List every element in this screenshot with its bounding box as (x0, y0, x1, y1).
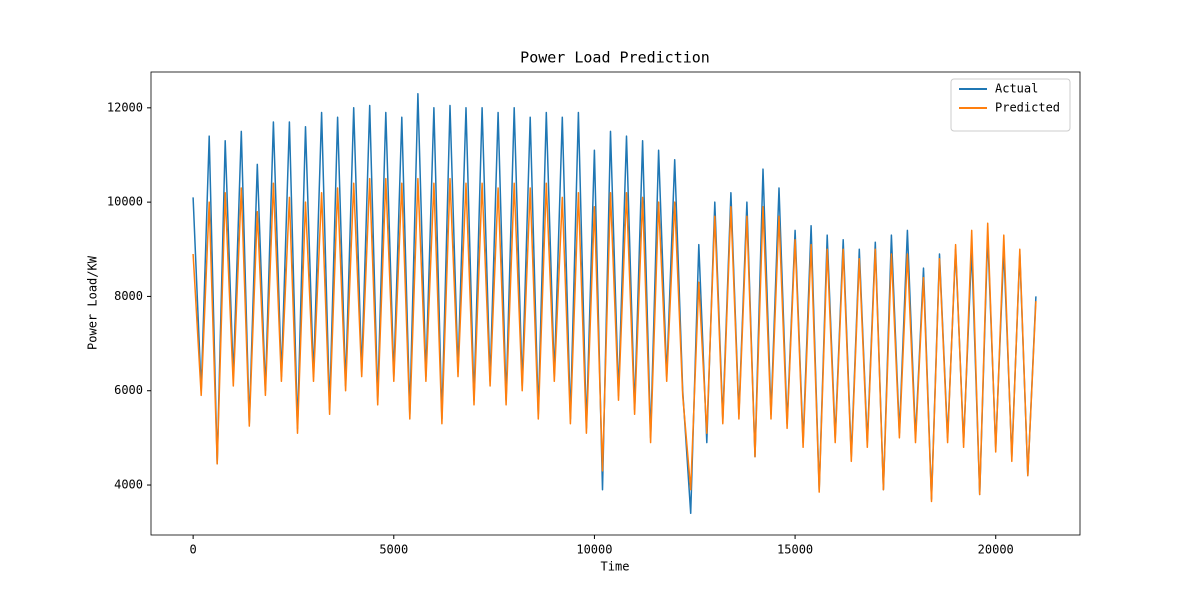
x-tick-label: 20000 (978, 543, 1014, 557)
x-tick-label: 5000 (379, 543, 408, 557)
y-tick-label: 8000 (114, 289, 143, 303)
y-tick-label: 6000 (114, 383, 143, 397)
chart-title: Power Load Prediction (520, 49, 710, 67)
y-axis-label: Power Load/KW (86, 255, 100, 350)
y-tick-label: 4000 (114, 478, 143, 492)
y-tick-label: 10000 (107, 195, 143, 209)
x-axis-label: Time (601, 560, 630, 574)
series-line (192, 177, 1037, 503)
legend-label: Actual (995, 82, 1038, 96)
plot-frame (150, 71, 1081, 536)
x-tick-label: 0 (190, 543, 197, 557)
legend-box (950, 78, 1071, 132)
legend-label: Predicted (995, 101, 1060, 115)
x-tick-label: 10000 (576, 543, 612, 557)
x-tick-label: 15000 (777, 543, 813, 557)
y-tick-label: 12000 (107, 100, 143, 114)
